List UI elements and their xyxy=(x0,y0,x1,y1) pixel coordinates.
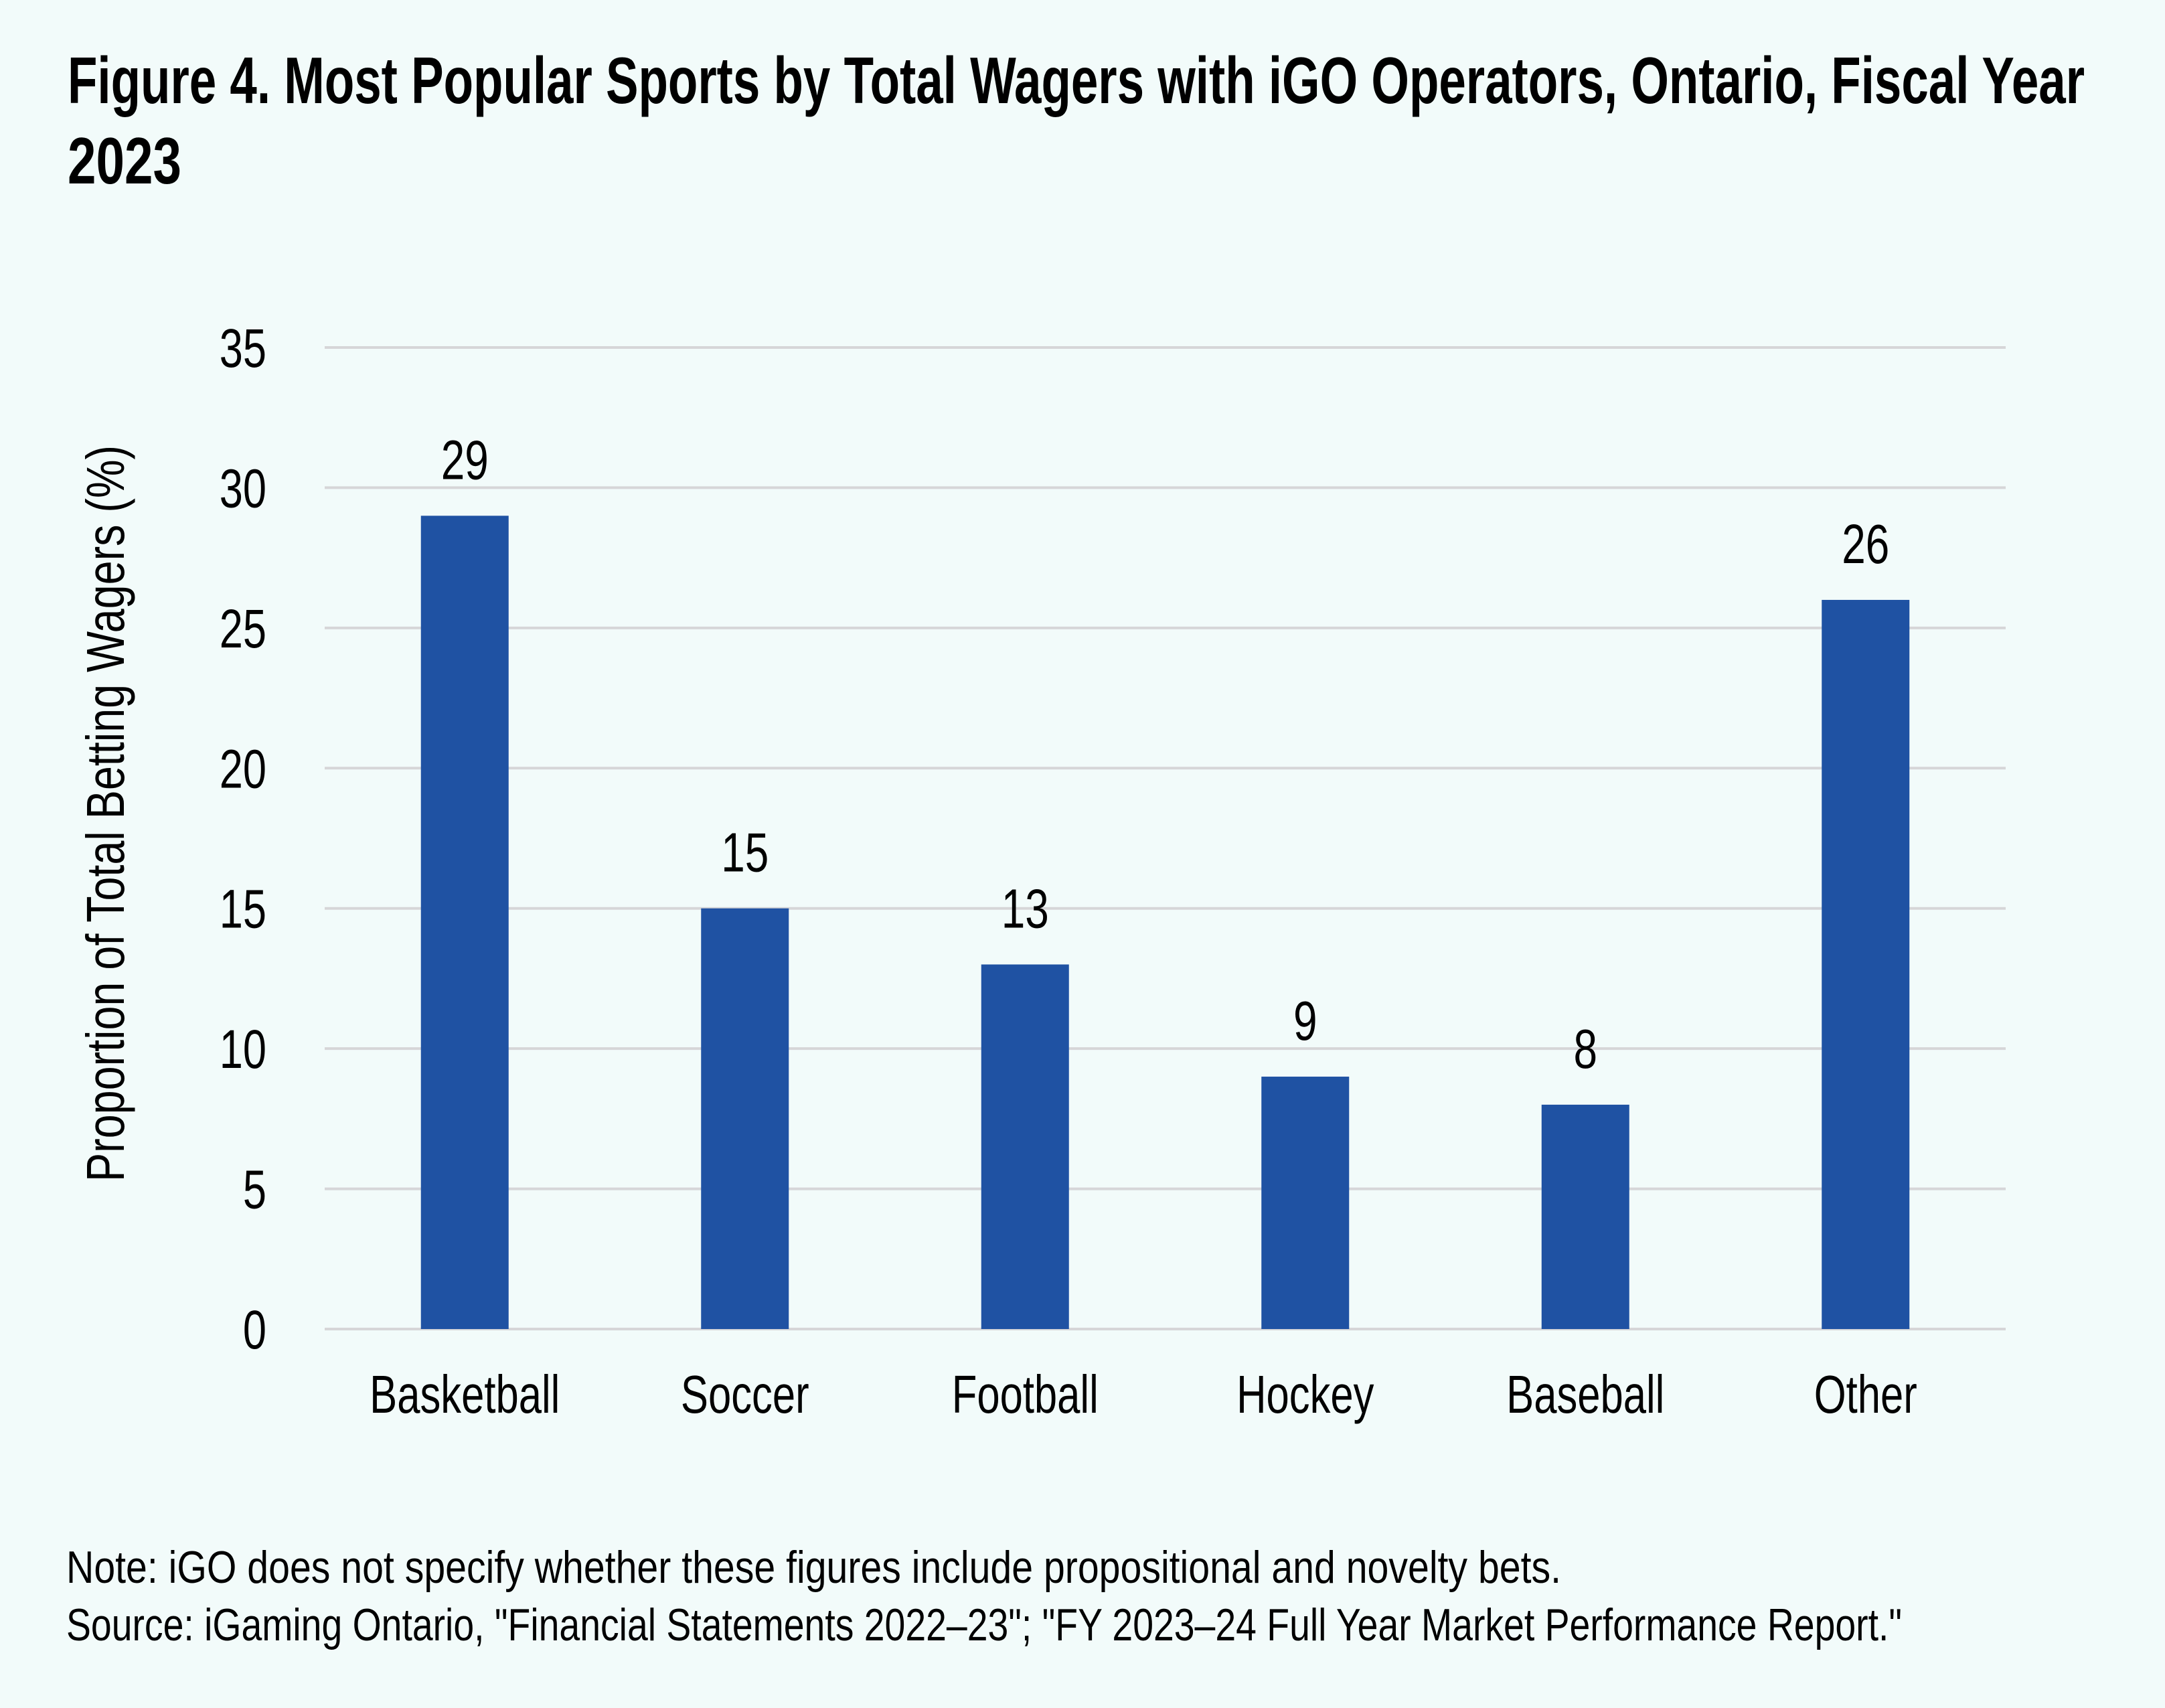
value-label-football: 13 xyxy=(1001,877,1049,939)
bar-hockey xyxy=(1261,1077,1350,1329)
x-tick-label-basketball: Basketball xyxy=(370,1365,560,1425)
note-text: Note: iGO does not specify whether these… xyxy=(66,1542,1561,1593)
y-tick-label: 15 xyxy=(220,878,266,940)
y-tick-label: 35 xyxy=(220,317,266,379)
y-tick-label: 30 xyxy=(220,457,266,519)
x-tick-label-football: Football xyxy=(952,1365,1099,1425)
y-tick-label: 0 xyxy=(243,1299,266,1361)
y-axis-label: Proportion of Total Betting Wagers (%) xyxy=(76,445,135,1182)
source-text: Source: iGaming Ontario, "Financial Stat… xyxy=(66,1600,1902,1650)
value-label-soccer: 15 xyxy=(721,822,769,884)
bar-football xyxy=(981,964,1069,1329)
y-tick-labels: 0 5 10 15 20 25 30 35 xyxy=(220,317,266,1361)
bar-soccer xyxy=(701,908,789,1329)
title-line-1: Figure 4. Most Popular Sports by Total W… xyxy=(68,44,2085,117)
y-tick-label: 20 xyxy=(220,738,266,799)
x-tick-label-soccer: Soccer xyxy=(681,1365,809,1425)
y-tick-label: 25 xyxy=(220,598,266,659)
x-tick-labels: Basketball Soccer Football Hockey Baseball Ot… xyxy=(370,1365,1917,1425)
y-tick-label: 10 xyxy=(220,1018,266,1080)
bar-basketball xyxy=(420,516,509,1330)
value-label-baseball: 8 xyxy=(1573,1018,1597,1080)
value-labels: 29 15 13 9 8 26 xyxy=(441,429,1890,1080)
y-tick-label: 5 xyxy=(243,1159,266,1221)
title-line-2: 2023 xyxy=(68,124,181,198)
bar-baseball xyxy=(1541,1104,1629,1329)
value-label-other: 26 xyxy=(1842,513,1889,575)
bars xyxy=(420,516,1910,1330)
x-tick-label-baseball: Baseball xyxy=(1506,1365,1664,1425)
value-label-hockey: 9 xyxy=(1293,990,1317,1052)
x-tick-label-hockey: Hockey xyxy=(1236,1365,1374,1425)
chart-title: Figure 4. Most Popular Sports by Total W… xyxy=(68,44,2085,198)
x-tick-label-other: Other xyxy=(1814,1365,1917,1425)
value-label-basketball: 29 xyxy=(441,429,489,491)
bar-other xyxy=(1822,599,1910,1329)
gridlines xyxy=(325,346,2006,1330)
chart-footer: Note: iGO does not specify whether these… xyxy=(66,1542,1902,1650)
